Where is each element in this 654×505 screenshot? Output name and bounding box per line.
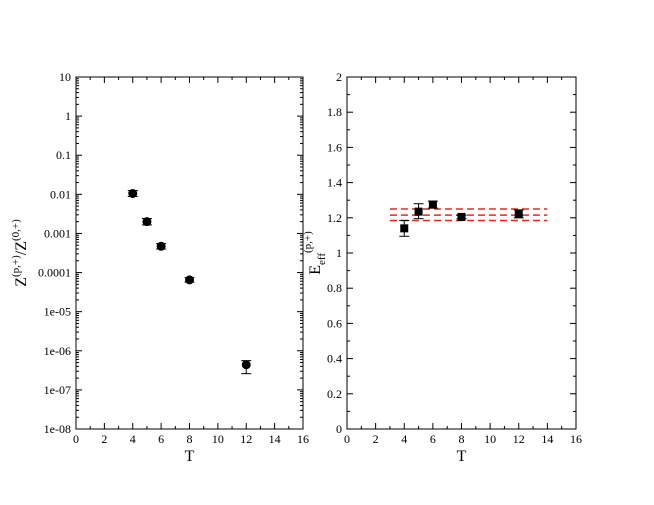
y-tick-label: 1e-07 [44, 383, 71, 397]
x-tick-label: 0 [344, 432, 350, 446]
y-axis-title: Z(p,+)/Z(0,+) [10, 219, 30, 287]
x-tick-label: 14 [269, 432, 281, 446]
y-axis-title-sup: (p,+) [10, 255, 22, 277]
y-axis-title-part: / [13, 250, 30, 255]
x-tick-label: 14 [541, 432, 553, 446]
y-tick-label: 0.8 [327, 281, 342, 295]
y-tick-label: 1.2 [327, 211, 342, 225]
x-tick-label: 0 [73, 432, 79, 446]
x-axis-title: T [185, 448, 195, 465]
y-tick-label: 0.001 [44, 226, 71, 240]
right-panel-effective-energy: 0 2 4 6 8 10 12 14 16 0 0.2 0.4 0.6 0.8 1 1.2 1.4 1.6 1.8 2… [302, 70, 582, 465]
x-tick-label: 4 [401, 432, 407, 446]
x-tick-label: 4 [130, 432, 136, 446]
x-tick-label: 2 [373, 432, 379, 446]
y-axis-title-part: E [307, 265, 324, 275]
y-tick-label: 1 [336, 246, 342, 260]
data-point [128, 189, 138, 199]
x-tick-label: 16 [570, 432, 582, 446]
y-tick-label: 1e-06 [44, 344, 71, 358]
y-tick-label: 1e-08 [44, 422, 71, 436]
y-axis-title-part: Z [13, 277, 30, 287]
y-tick-label: 0.4 [327, 352, 342, 366]
x-tick-label: 6 [158, 432, 164, 446]
x-tick-label: 12 [240, 432, 252, 446]
x-tick-label: 10 [212, 432, 224, 446]
y-tick-label: 1.6 [327, 140, 342, 154]
y-tick-label: 1e-05 [44, 305, 71, 319]
data-point [414, 207, 423, 216]
x-tick-label: 6 [430, 432, 436, 446]
y-axis-title-part: Z [13, 241, 30, 251]
x-tick-label: 2 [101, 432, 107, 446]
y-axis-title: Eeff(p,+) [302, 231, 328, 275]
data-point [142, 217, 152, 227]
data-point [241, 360, 251, 370]
y-tick-label: 0 [336, 422, 342, 436]
left-panel-z-ratio: 0 2 4 6 8 10 12 14 16 1e-08 1e-07 1e-06 1e-05 0.0001 0… [10, 70, 309, 465]
plot-frame [346, 76, 577, 430]
y-tick-label: 0.01 [50, 187, 71, 201]
data-point [428, 200, 437, 209]
plot-frame [75, 76, 304, 430]
data-point [156, 241, 166, 251]
y-tick-label: 2 [336, 70, 342, 84]
y-tick-label: 1.4 [327, 176, 342, 190]
x-tick-label: 8 [187, 432, 193, 446]
x-tick-label: 12 [513, 432, 525, 446]
x-axis-title: T [457, 448, 467, 465]
y-axis-title-sub: eff [316, 253, 328, 265]
x-tick-label: 16 [297, 432, 309, 446]
y-tick-label: 0.6 [327, 316, 342, 330]
y-tick-label: 0.1 [56, 148, 71, 162]
y-tick-label: 1.8 [327, 105, 342, 119]
y-axis-title-sup: (0,+) [10, 219, 22, 241]
x-tick-label: 10 [484, 432, 496, 446]
x-tick-label: 8 [459, 432, 465, 446]
y-tick-label: 0.2 [327, 387, 342, 401]
y-tick-label: 1 [65, 109, 71, 123]
data-point [514, 210, 523, 219]
data-point [400, 224, 409, 233]
y-tick-label: 10 [59, 70, 71, 84]
y-tick-label: 0.0001 [38, 266, 71, 280]
y-axis-title-sup: (p,+) [302, 231, 314, 253]
data-point [185, 275, 194, 285]
data-point [457, 212, 466, 221]
